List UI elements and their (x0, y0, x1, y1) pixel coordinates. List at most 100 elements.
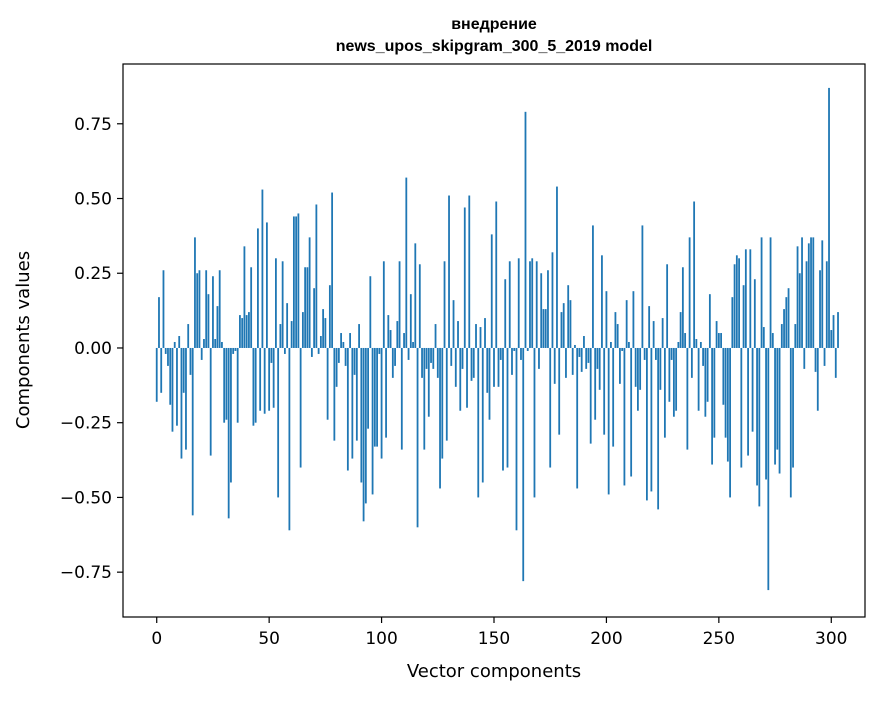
bar (502, 347, 504, 471)
bar (196, 273, 199, 348)
bar (360, 347, 363, 483)
bar (614, 312, 617, 348)
bar (371, 347, 374, 495)
bar (619, 347, 621, 384)
bar (535, 261, 538, 348)
bar (198, 270, 201, 348)
bar (789, 347, 792, 498)
bar (592, 225, 594, 348)
bar (470, 347, 473, 381)
bar (810, 237, 812, 348)
bar (569, 300, 572, 348)
bar (448, 195, 450, 348)
bar (301, 312, 304, 348)
chart-title-line2: news_upos_skipgram_300_5_2019 model (336, 38, 653, 55)
bar (468, 195, 471, 348)
bar (724, 347, 727, 438)
bar (342, 341, 345, 348)
bar (331, 192, 334, 348)
bar (400, 347, 403, 450)
bar (221, 341, 223, 348)
bar (823, 347, 826, 366)
bar (688, 237, 691, 348)
bar (517, 258, 520, 348)
bar (589, 347, 592, 444)
bar (832, 315, 835, 348)
bar (515, 347, 518, 531)
bar (807, 243, 810, 348)
bar (801, 237, 803, 348)
bar (792, 347, 794, 468)
bar (558, 347, 561, 435)
bar (526, 347, 529, 351)
bar (565, 347, 567, 378)
bar (207, 294, 210, 348)
bar (308, 237, 311, 348)
bar (340, 333, 342, 348)
bar (441, 347, 444, 459)
bar (313, 288, 316, 348)
bar (747, 347, 749, 456)
bar (708, 294, 711, 348)
bar (304, 267, 307, 348)
bar (466, 347, 468, 408)
bar (155, 347, 158, 402)
x-tick-label: 150 (478, 629, 510, 649)
bar (315, 204, 318, 348)
bar (387, 315, 390, 348)
bar (205, 270, 208, 348)
bar (319, 336, 322, 348)
bar (643, 347, 646, 360)
bar (263, 347, 266, 414)
chart-title-line1: внедрение (451, 16, 537, 33)
bar (259, 347, 262, 411)
bar (560, 312, 563, 348)
bar (403, 333, 405, 348)
bar (695, 339, 698, 348)
bar (364, 347, 367, 504)
bar (735, 255, 738, 348)
bar (299, 347, 302, 468)
bar (814, 347, 817, 372)
bar (576, 347, 579, 489)
bar (816, 347, 819, 411)
bar (367, 347, 369, 429)
bar (681, 267, 684, 348)
bar (668, 347, 671, 402)
bar (499, 347, 502, 360)
bar (279, 324, 282, 348)
bar (504, 279, 507, 348)
bar (767, 347, 770, 591)
bar (337, 347, 340, 363)
bar (236, 347, 239, 423)
bar (704, 347, 707, 417)
bar (169, 347, 172, 405)
bar (250, 267, 253, 348)
y-tick-label: 0.00 (74, 339, 112, 359)
bar (416, 347, 419, 528)
bar (185, 347, 187, 450)
bar (529, 261, 531, 348)
bar (720, 333, 722, 348)
bar (769, 237, 772, 348)
bar (214, 339, 217, 348)
plot-frame (122, 63, 866, 618)
bar (212, 276, 214, 348)
bar (452, 300, 455, 348)
bar (239, 315, 241, 348)
bar (421, 347, 423, 378)
bar (571, 347, 574, 375)
bar (661, 318, 664, 348)
bar (699, 341, 702, 348)
bar (493, 347, 495, 387)
bar (176, 347, 178, 426)
bar (380, 347, 383, 459)
bar (432, 347, 435, 369)
bar (717, 333, 720, 348)
bar (281, 261, 284, 348)
bar (481, 347, 484, 483)
bar (423, 347, 426, 450)
bar (459, 347, 462, 411)
bar (484, 318, 486, 348)
